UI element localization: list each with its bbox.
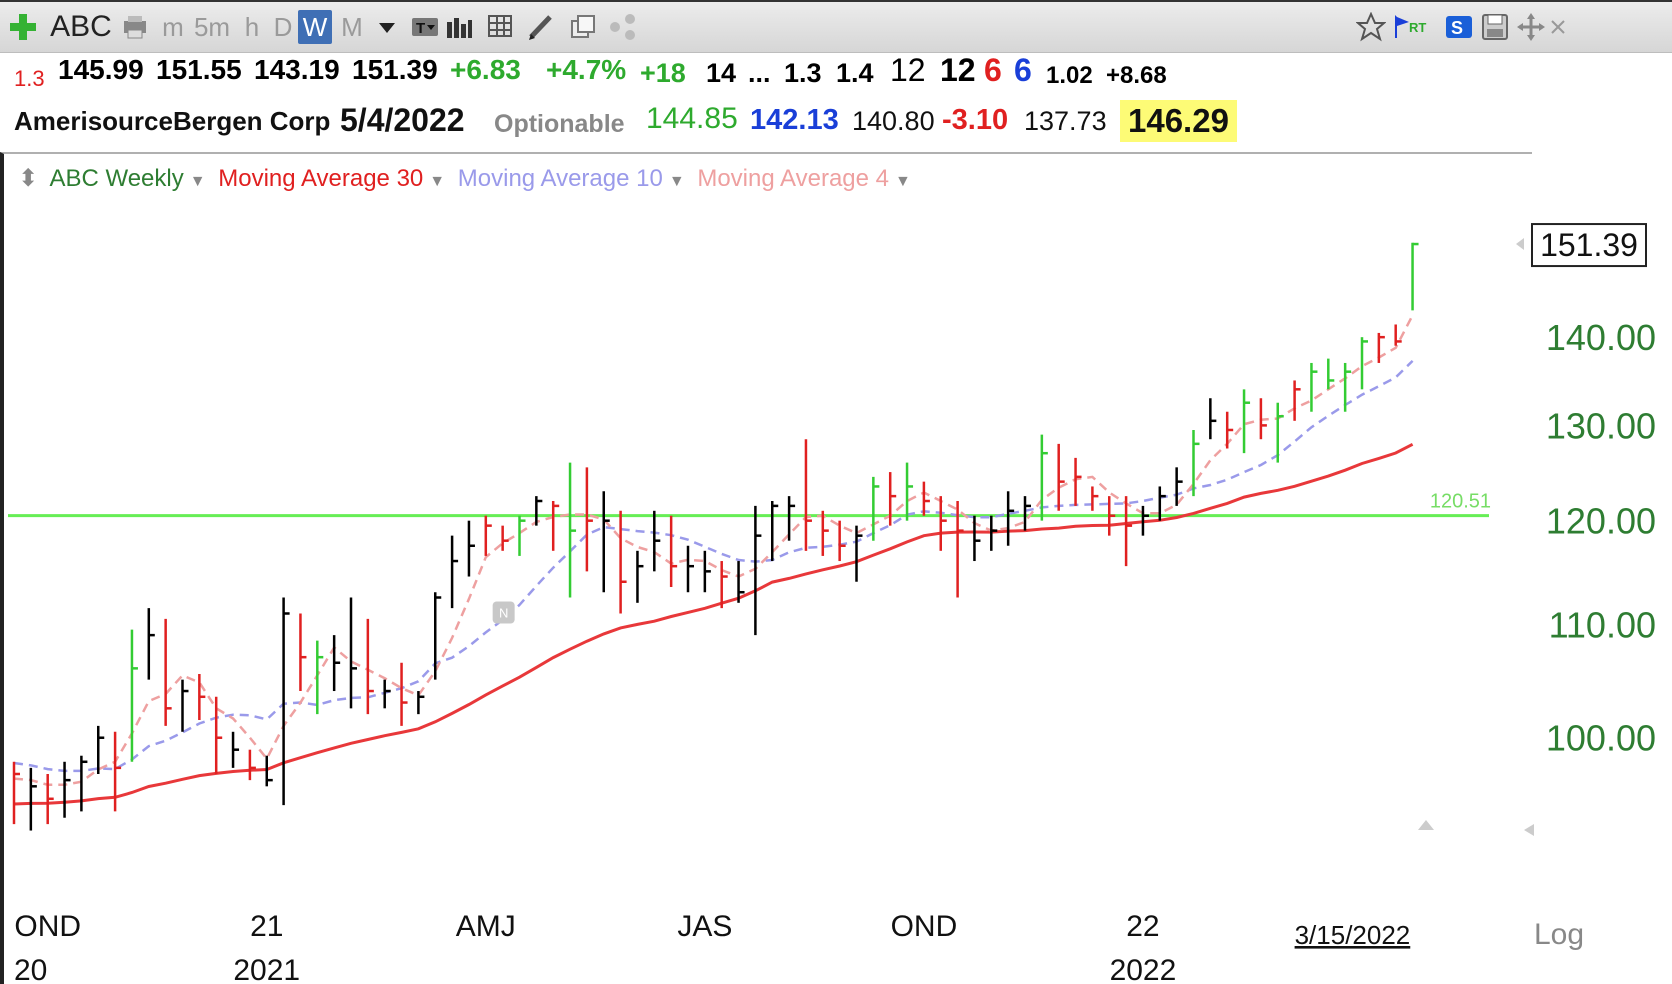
symbol-field[interactable]: ABC xyxy=(50,10,112,43)
quote-stat-2: 151.55 xyxy=(156,54,242,85)
last-price-box xyxy=(1531,223,1647,268)
quote-value-1: 144.85 xyxy=(646,102,738,135)
x-axis-year-label: 2022 xyxy=(1110,954,1177,984)
quote-stat-16: 1.02 xyxy=(1046,62,1093,89)
quote-stat-8: 14 xyxy=(706,58,737,88)
quote-stat-15: 6 xyxy=(1014,52,1032,88)
y-axis-label: 120.00 xyxy=(1546,501,1656,542)
move-icon[interactable] xyxy=(1516,12,1546,42)
quote-stat-10: 1.3 xyxy=(784,58,822,88)
x-axis-label: OND xyxy=(14,910,81,943)
last-price-box: 146.29 xyxy=(1120,100,1237,142)
news-marker-letter: N xyxy=(499,605,508,620)
reference-line-label: 120.51 xyxy=(1430,491,1491,513)
optionable-label: Optionable xyxy=(494,110,625,138)
quote-details-row: AmerisourceBergen Corp 5/4/2022 Optionab… xyxy=(0,100,1540,150)
updown-arrows-icon[interactable]: ⬍ xyxy=(18,165,39,192)
quote-stat-13: 12 xyxy=(940,52,976,88)
chevron-down-icon[interactable]: ▼ xyxy=(189,173,206,190)
x-axis-label: 22 xyxy=(1126,910,1159,943)
quote-stat-17: +8.68 xyxy=(1106,62,1167,89)
s-badge-icon[interactable]: S xyxy=(1444,12,1474,42)
y-axis-label: 140.00 xyxy=(1546,317,1656,358)
ma30-line xyxy=(13,442,1414,806)
star-icon[interactable] xyxy=(1356,12,1386,42)
save-icon[interactable] xyxy=(1480,12,1510,42)
quote-value-5: 137.73 xyxy=(1024,106,1107,136)
log-scale-toggle[interactable]: Log xyxy=(1534,918,1584,951)
quote-stat-12: 12 xyxy=(890,52,926,88)
chevron-down-icon[interactable] xyxy=(372,12,402,42)
scroll-up-icon xyxy=(1418,820,1434,830)
legend-ma4[interactable]: Moving Average 4 xyxy=(697,165,890,192)
scroll-left-icon xyxy=(1524,824,1534,836)
quote-value-3: 140.80 xyxy=(852,106,935,136)
share-icon[interactable] xyxy=(608,12,638,42)
quote-stat-14: 6 xyxy=(984,52,1002,88)
x-axis-label: JAS xyxy=(677,910,732,943)
quote-stat-7: +18 xyxy=(640,58,686,88)
text-tool-icon[interactable]: T xyxy=(410,12,440,42)
company-name: AmerisourceBergen Corp xyxy=(14,106,331,136)
y-axis-label: 130.00 xyxy=(1546,405,1656,446)
x-axis-year-label: 2021 xyxy=(233,954,300,984)
last-price-pointer xyxy=(1516,238,1524,251)
last-price-label: 151.39 xyxy=(1540,227,1638,263)
grid-settings-icon[interactable] xyxy=(486,12,516,42)
interval-h[interactable]: h xyxy=(244,11,260,42)
bar-chart-icon[interactable] xyxy=(444,12,474,42)
pencil-icon[interactable] xyxy=(526,12,556,42)
ma4-line xyxy=(13,314,1414,787)
quote-stat-3: 143.19 xyxy=(254,54,340,85)
x-axis-label: 21 xyxy=(250,910,283,943)
add-icon[interactable] xyxy=(8,12,38,42)
price-chart[interactable]: 120.51 N 100.00 110.00 120.00 130.00 140.00 151… xyxy=(4,154,1668,984)
y-axis-label: 100.00 xyxy=(1546,718,1656,759)
x-axis-label: 3/15/2022 xyxy=(1295,920,1411,950)
chart-panel: 120.51 N 100.00 110.00 120.00 130.00 140.00 151… xyxy=(0,152,1656,984)
x-axis-label: AMJ xyxy=(456,910,516,943)
s-label: S xyxy=(1451,18,1463,38)
quote-date: 5/4/2022 xyxy=(340,102,465,138)
quote-stat-11: 1.4 xyxy=(836,58,874,88)
legend-ma30[interactable]: Moving Average 30 xyxy=(218,165,424,192)
interval-w[interactable]: W xyxy=(298,10,332,44)
quote-stat-9: ... xyxy=(748,58,771,88)
legend-main[interactable]: ABC Weekly xyxy=(49,165,184,192)
realtime-flag-icon[interactable]: RT xyxy=(1392,12,1432,42)
quote-value-2: 142.13 xyxy=(750,104,839,136)
x-axis-year-label: 20 xyxy=(14,954,47,984)
chevron-down-icon[interactable]: ▼ xyxy=(429,173,446,190)
rt-label: RT xyxy=(1409,20,1426,35)
duplicate-icon[interactable] xyxy=(568,12,598,42)
chevron-down-icon[interactable]: ▼ xyxy=(668,173,685,190)
chart-legend: ⬍ ABC Weekly ▼ Moving Average 30 ▼ Moving … xyxy=(18,164,917,193)
interval-5m[interactable]: 5m xyxy=(193,11,231,42)
y-axis-label: 110.00 xyxy=(1549,604,1656,645)
interval-d[interactable]: D xyxy=(273,11,293,42)
quote-stat-4: 151.39 xyxy=(352,54,438,85)
quote-stat-1: 145.99 xyxy=(58,54,144,85)
chevron-down-icon[interactable]: ▼ xyxy=(895,173,911,190)
toolbar: ABC m 5m h D W M T xyxy=(0,0,1672,53)
quote-stat-5: +6.83 xyxy=(450,54,521,85)
interval-m[interactable]: m xyxy=(162,11,184,42)
ma10-line xyxy=(13,360,1414,773)
quote-change: -3.10 xyxy=(942,104,1009,136)
legend-ma10[interactable]: Moving Average 10 xyxy=(457,165,663,192)
quote-stats-row: 1.3 145.99 151.55 143.19 151.39 +6.83 +4.7% +18… xyxy=(0,52,1540,100)
svg-text:T: T xyxy=(416,20,425,37)
quote-stat-0: 1.3 xyxy=(14,66,45,91)
quote-stat-6: +4.7% xyxy=(546,54,627,85)
close-icon[interactable] xyxy=(1548,12,1568,42)
news-marker-icon xyxy=(492,601,515,624)
x-axis-label: OND xyxy=(891,910,958,943)
print-icon[interactable] xyxy=(120,12,150,42)
interval-m-monthly[interactable]: M xyxy=(341,11,363,42)
